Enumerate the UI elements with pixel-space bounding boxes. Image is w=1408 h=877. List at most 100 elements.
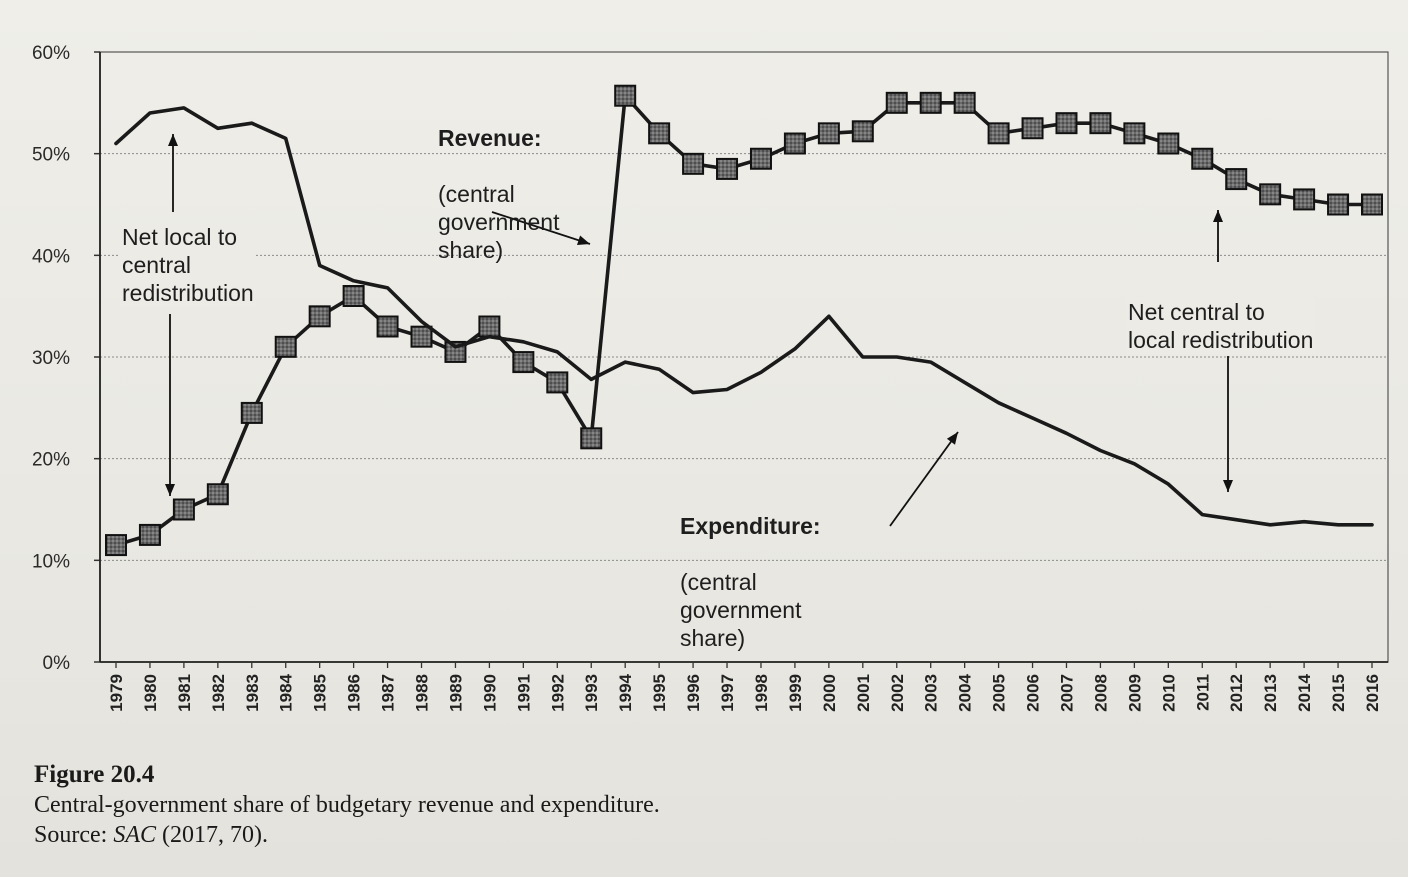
revenue-point (1021, 117, 1044, 140)
revenue-point (1293, 188, 1316, 211)
revenue-point (580, 427, 603, 450)
x-tick-label: 1982 (209, 674, 228, 712)
revenue-point (240, 401, 263, 424)
x-tick-label: 2014 (1295, 673, 1314, 711)
revenue-point (953, 91, 976, 114)
revenue-annotation-title: Revenue: (438, 125, 542, 151)
caption-source-title: SAC (113, 822, 156, 848)
revenue-point (172, 498, 195, 521)
expenditure-annotation-body: (central government share) (680, 569, 802, 651)
caption-text: Central-government share of budgetary re… (34, 792, 660, 818)
x-tick-label: 2013 (1261, 674, 1280, 712)
revenue-point (410, 325, 433, 348)
x-tick-label: 2008 (1091, 674, 1110, 712)
x-tick-label: 2012 (1227, 674, 1246, 712)
revenue-point (546, 371, 569, 394)
revenue-point (478, 315, 501, 338)
revenue-point (376, 315, 399, 338)
net-local-up-arrow-head (168, 134, 178, 146)
revenue-point (1055, 112, 1078, 135)
y-tick-label: 60% (32, 43, 70, 64)
x-tick-label: 1990 (480, 674, 499, 712)
axes: 0% 10% 20% 30% 40% 50% 60% 1979 1980 1981 1982 1983… (32, 43, 1388, 712)
revenue-point (512, 351, 535, 374)
x-tick-label: 2015 (1329, 674, 1348, 712)
x-tick-label: 1995 (650, 674, 669, 712)
revenue-point (1157, 132, 1180, 155)
revenue-point (716, 157, 739, 180)
revenue-arrow (491, 211, 591, 245)
caption-source: Source: SAC (2017, 70). (34, 820, 660, 850)
revenue-point (1361, 193, 1383, 216)
x-tick-label: 2007 (1057, 674, 1076, 712)
x-tick-label: 2005 (990, 674, 1009, 712)
x-tick-label: 1983 (243, 674, 262, 712)
revenue-point (885, 91, 908, 114)
expenditure-arrow-head (946, 432, 958, 445)
revenue-point (987, 122, 1010, 145)
revenue-point (1327, 193, 1350, 216)
x-tick-label: 2003 (922, 674, 941, 712)
revenue-point (342, 285, 365, 307)
series-line-expenditure (114, 106, 1374, 527)
expenditure-arrow (889, 431, 959, 527)
x-tick-label: 2009 (1125, 674, 1144, 712)
x-tick-label: 2006 (1024, 674, 1043, 712)
caption-source-suffix: (2017, 70). (155, 822, 268, 848)
y-tick-label: 20% (32, 450, 70, 471)
revenue-point (274, 335, 297, 358)
x-tick-label: 1992 (548, 674, 567, 712)
revenue-arrow-head (577, 235, 590, 245)
revenue-point (919, 91, 942, 114)
revenue-point (851, 120, 874, 143)
y-tick-label: 10% (32, 551, 70, 572)
x-tick-label: 1979 (107, 674, 126, 712)
revenue-point (783, 132, 806, 155)
x-tick-label: 2004 (956, 673, 975, 711)
revenue-point (138, 523, 161, 546)
revenue-point (817, 122, 840, 145)
revenue-point (1123, 122, 1146, 145)
net-local-down-arrow-head (165, 484, 175, 496)
x-tick-label: 1996 (684, 674, 703, 712)
revenue-point (105, 534, 127, 557)
x-tick-label: 2016 (1363, 674, 1382, 712)
revenue-annotation-body: (central government share) (438, 181, 560, 263)
y-tick-label: 50% (32, 145, 70, 166)
x-tick-label: 1985 (311, 674, 330, 712)
x-tick-label: 1981 (175, 674, 194, 712)
x-tick-label: 1991 (514, 674, 533, 712)
x-tick-label: 1997 (718, 674, 737, 712)
x-tick-label: 1994 (616, 673, 635, 711)
x-tick-label: 1993 (582, 674, 601, 712)
revenue-point (614, 84, 637, 107)
revenue-annotation: Revenue: (central government share) (438, 96, 559, 292)
revenue-point (1089, 112, 1112, 135)
figure-caption: Figure 20.4 Central-government share of … (34, 760, 660, 850)
net-central-up-arrow-head (1213, 210, 1223, 222)
x-tick-label: 2002 (888, 674, 907, 712)
revenue-point (206, 483, 229, 506)
caption-source-prefix: Source: (34, 822, 114, 848)
y-tick-label: 0% (43, 653, 71, 674)
net-local-to-central-annotation: Net local to central redistribution (120, 223, 256, 307)
x-tick-label: 1999 (786, 674, 805, 712)
expenditure-annotation: Expenditure: (central government share) (680, 484, 821, 680)
caption-label: Figure 20.4 (34, 761, 155, 788)
x-tick-label: 1989 (446, 674, 465, 712)
revenue-point (1225, 168, 1248, 191)
revenue-point (648, 122, 671, 145)
x-tick-label: 1980 (141, 674, 160, 712)
expenditure-annotation-title: Expenditure: (680, 513, 821, 539)
revenue-point (1191, 147, 1214, 170)
revenue-point (1259, 183, 1282, 206)
series-group (105, 84, 1383, 557)
x-tick-label: 1986 (345, 674, 364, 712)
net-central-to-local-annotation: Net central to local redistribution (1126, 298, 1316, 354)
annotation-arrows (165, 134, 1233, 527)
revenue-point (682, 152, 705, 175)
x-tick-label: 1984 (277, 673, 296, 711)
y-tick-label: 40% (32, 246, 70, 267)
x-tick-label: 2000 (820, 674, 839, 712)
